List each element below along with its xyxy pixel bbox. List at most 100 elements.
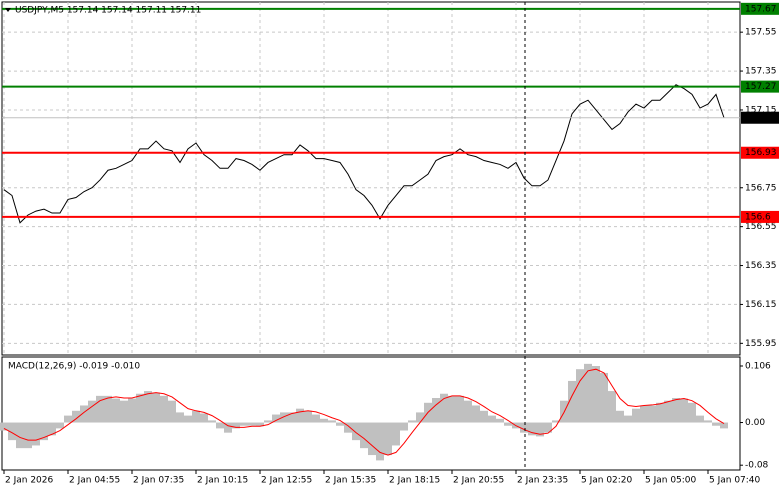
histogram-bar	[664, 400, 672, 423]
histogram-bar	[152, 392, 160, 423]
x-tick-label: 2 Jan 20:55	[453, 476, 504, 486]
histogram-bar	[344, 422, 352, 433]
histogram-bar	[40, 422, 48, 441]
level-label-box	[741, 80, 779, 93]
histogram-bar	[184, 415, 192, 423]
price-line	[3, 84, 725, 224]
histogram-bar	[384, 422, 392, 456]
symbol-arrow	[5, 8, 11, 12]
histogram-bar	[488, 415, 496, 423]
histogram-bar	[248, 422, 256, 426]
y-tick-label: 0.00	[745, 418, 765, 428]
histogram-bar	[336, 422, 344, 426]
x-tick-label: 2 Jan 07:35	[133, 476, 184, 486]
histogram-bar	[232, 422, 240, 429]
level-label-box	[741, 111, 779, 124]
histogram-bar	[328, 420, 336, 423]
histogram-bar	[224, 422, 232, 433]
histogram-bar	[568, 380, 576, 423]
histogram-bar	[616, 410, 624, 423]
histogram-bar	[528, 422, 536, 436]
level-label: 157.11	[745, 113, 777, 123]
histogram-bar	[464, 400, 472, 423]
histogram-bar	[136, 393, 144, 423]
histogram-bar	[600, 372, 608, 423]
level-label: 157.27	[745, 82, 777, 92]
level-label: 157.67	[745, 4, 777, 14]
x-tick-label: 2 Jan 04:55	[69, 476, 120, 486]
level-label-box	[741, 210, 779, 223]
histogram-bar	[448, 395, 456, 423]
histogram-bar	[96, 395, 104, 423]
histogram-bar	[320, 418, 328, 423]
histogram-bar	[592, 366, 600, 423]
chart-title: USDJPY,M5 157.14 157.14 157.11 157.11	[15, 6, 201, 16]
histogram-bar	[552, 420, 560, 423]
x-tick-label: 2 Jan 10:15	[197, 476, 248, 486]
histogram-bar	[608, 391, 616, 423]
histogram-bar	[536, 422, 544, 437]
histogram-bar	[432, 398, 440, 423]
y-tick-label: 0.106	[745, 362, 771, 372]
x-tick-label: 2 Jan 18:15	[389, 476, 440, 486]
y-tick-label: 156.55	[745, 222, 777, 232]
y-tick-label: 156.15	[745, 300, 777, 310]
histogram-bar	[504, 422, 512, 426]
histogram-bar	[24, 422, 32, 449]
histogram-bar	[304, 410, 312, 423]
histogram-bar	[280, 412, 288, 423]
histogram-bar	[640, 405, 648, 423]
signal-line	[3, 368, 725, 456]
histogram-bar	[712, 422, 720, 426]
histogram-bar	[288, 412, 296, 423]
histogram-bar	[8, 422, 16, 441]
histogram-bar	[400, 422, 408, 431]
histogram-bar	[112, 398, 120, 423]
histogram-bar	[216, 422, 224, 429]
histogram-bar	[192, 410, 200, 423]
histogram-bar	[496, 418, 504, 423]
histogram-bar	[360, 422, 368, 449]
histogram-bar	[680, 398, 688, 423]
histogram-bar	[176, 412, 184, 423]
histogram-bar	[696, 415, 704, 423]
histogram-bar	[672, 398, 680, 423]
histogram-bar	[56, 422, 64, 429]
histogram-bar	[104, 395, 112, 423]
histogram-bar	[64, 415, 72, 423]
histogram-bar	[544, 422, 552, 433]
histogram-bar	[720, 422, 728, 429]
histogram-bar	[352, 422, 360, 441]
histogram-bar	[688, 402, 696, 423]
histogram-bar	[392, 422, 400, 446]
y-tick-label: 155.95	[745, 339, 777, 349]
y-tick-label: 157.15	[745, 105, 777, 115]
histogram-bar	[128, 398, 136, 423]
histogram-bar	[416, 412, 424, 423]
histogram-bar	[0, 422, 8, 431]
macd-panel	[1, 356, 741, 471]
level-label: 156.6	[745, 212, 771, 222]
x-tick-label: 5 Jan 02:20	[581, 476, 633, 486]
y-tick-label: 157.35	[745, 67, 777, 77]
histogram-bar	[48, 422, 56, 436]
main-panel	[1, 1, 741, 356]
histogram-bar	[272, 414, 280, 423]
histogram-bar	[200, 413, 208, 423]
x-tick-label: 5 Jan 05:00	[645, 476, 697, 486]
histogram-bar	[256, 422, 264, 427]
histogram-bar	[296, 408, 304, 423]
histogram-bar	[144, 391, 152, 423]
x-tick-label: 2 Jan 2026	[5, 476, 53, 486]
histogram-bar	[584, 363, 592, 423]
y-tick-label: -0.08	[745, 461, 769, 471]
histogram-bar	[456, 395, 464, 423]
histogram-bar	[312, 414, 320, 423]
histogram-bar	[376, 422, 384, 461]
histogram-bar	[368, 422, 376, 456]
y-tick-label: 157.55	[745, 28, 777, 38]
y-tick-label: 156.75	[745, 183, 777, 193]
x-tick-label: 2 Jan 12:55	[261, 476, 312, 486]
histogram-bar	[168, 400, 176, 423]
